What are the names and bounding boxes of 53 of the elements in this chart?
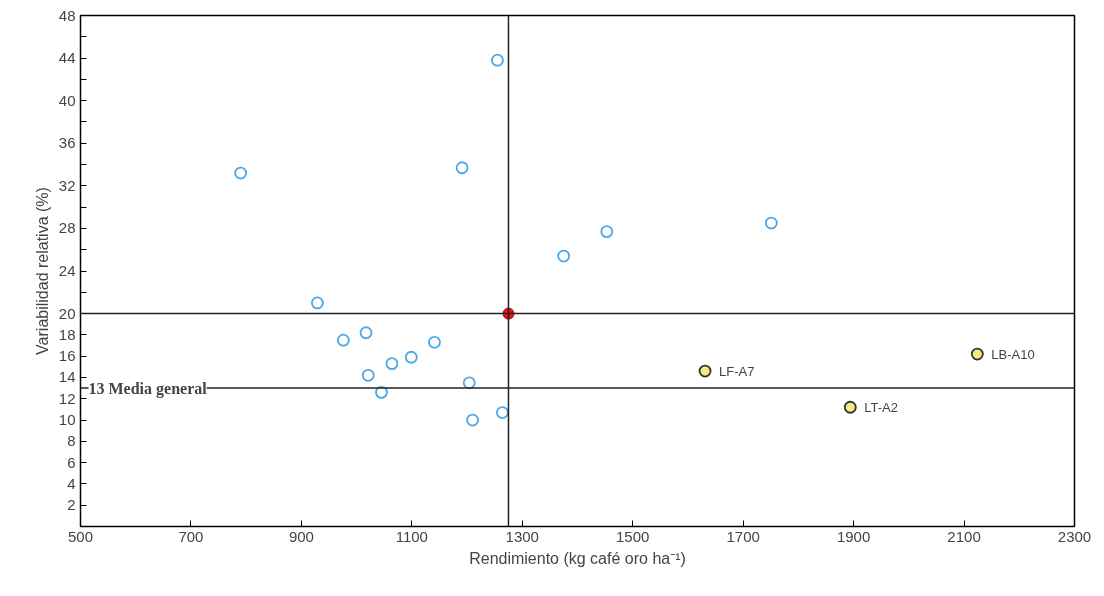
x-tick-label: 1100 bbox=[395, 527, 428, 545]
point bbox=[698, 364, 712, 378]
y-tick-label: 14 bbox=[58, 368, 76, 386]
point bbox=[600, 225, 614, 238]
point bbox=[428, 335, 441, 349]
y-tick-label: 48 bbox=[58, 6, 76, 24]
y-tick-label: 12 bbox=[58, 389, 76, 407]
point bbox=[496, 406, 509, 419]
point bbox=[462, 376, 476, 390]
annotation: LF-A7 bbox=[719, 363, 755, 379]
x-tick-label: 1900 bbox=[836, 527, 871, 545]
y-tick-label: 32 bbox=[58, 176, 76, 194]
x-tick-label: 1300 bbox=[505, 527, 539, 545]
point bbox=[375, 385, 388, 399]
x-tick-label: 1500 bbox=[616, 527, 650, 545]
y-tick-label: 24 bbox=[58, 262, 76, 279]
point bbox=[557, 249, 571, 263]
point bbox=[234, 166, 248, 180]
annotation: LB-A10 bbox=[991, 346, 1035, 362]
x-tick-label: 2300 bbox=[1057, 527, 1092, 545]
y-tick-label: 18 bbox=[58, 325, 76, 343]
point bbox=[361, 368, 375, 382]
x-tick-label: 2100 bbox=[947, 527, 981, 545]
x-tick-label: 1700 bbox=[726, 527, 760, 545]
annotation: LT-A2 bbox=[864, 399, 899, 415]
ref-line-label: 13 Media general bbox=[88, 379, 208, 398]
y-tick-label: 20 bbox=[58, 304, 76, 322]
y-tick-label: 36 bbox=[58, 134, 76, 152]
point bbox=[970, 347, 984, 361]
point bbox=[843, 400, 857, 414]
x-tick-label: 500 bbox=[67, 527, 94, 545]
x-axis-title: Rendimiento (kg café oro ha⁻¹) bbox=[469, 549, 686, 567]
x-tick-label: 700 bbox=[178, 527, 204, 545]
y-tick-label: 40 bbox=[58, 91, 76, 109]
point bbox=[455, 161, 469, 175]
point bbox=[491, 53, 504, 67]
x-tick-label: 900 bbox=[288, 527, 314, 545]
point bbox=[466, 413, 479, 427]
y-tick-label: 4 bbox=[67, 474, 76, 492]
y-tick-label: 28 bbox=[58, 219, 76, 237]
y-tick-label: 44 bbox=[58, 49, 76, 67]
y-tick-label: 6 bbox=[67, 453, 76, 471]
y-tick-label: 8 bbox=[67, 432, 76, 450]
y-tick-label: 2 bbox=[67, 496, 76, 514]
y-axis-title: Variabilidad relativa (%) bbox=[33, 187, 51, 355]
point bbox=[404, 350, 418, 364]
y-tick-label: 10 bbox=[58, 411, 76, 429]
point bbox=[764, 216, 778, 230]
point bbox=[385, 357, 399, 371]
point bbox=[311, 296, 324, 310]
y-tick-label: 16 bbox=[58, 347, 76, 365]
point bbox=[336, 333, 350, 347]
point bbox=[359, 326, 373, 340]
